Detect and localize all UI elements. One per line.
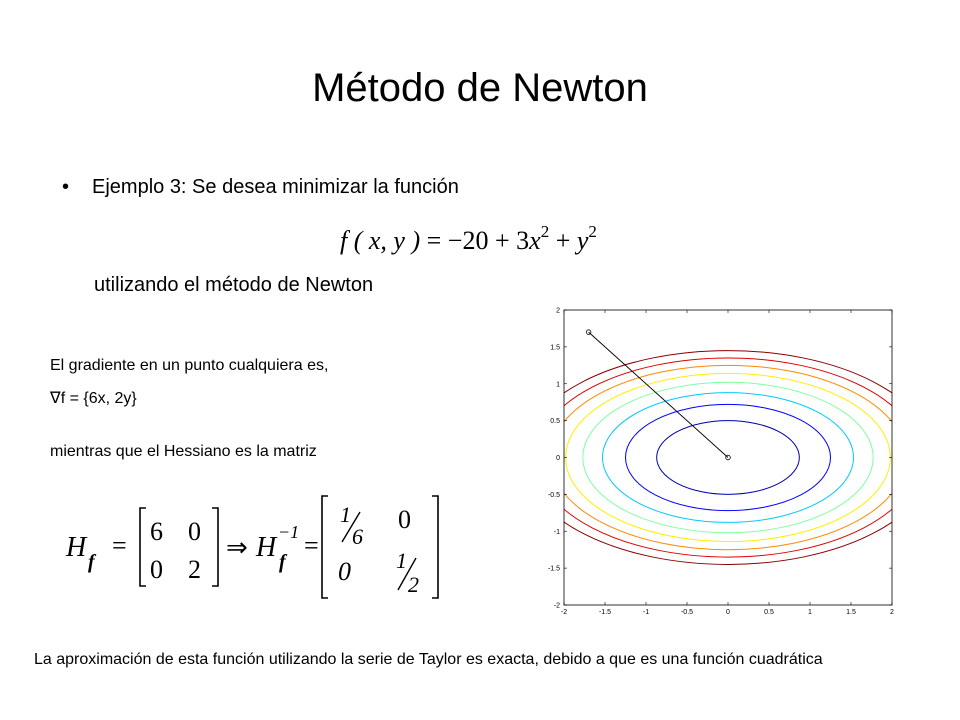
contour-plot: -2 -1.5 -1 -0.5 0 0.5 1 1.5 2 2 1.5 1 0.5 0 -0.5 -1 -1.5… bbox=[548, 308, 894, 616]
eq-lhs: f ( x, y ) bbox=[340, 226, 421, 255]
bracket-right-2 bbox=[432, 495, 439, 599]
gradient-line-1: El gradiente en un punto cualquiera es, bbox=[50, 357, 329, 374]
x-tick-label: 0.5 bbox=[764, 609, 774, 615]
y-tick-label: -2 bbox=[554, 603, 560, 610]
eq-constant: −20 bbox=[447, 226, 489, 255]
contour-level-1 bbox=[656, 420, 800, 495]
matrix-implies: ⇒ bbox=[226, 533, 248, 562]
eq-coef-x: 3 bbox=[516, 226, 530, 255]
matrix-inv-sub-f: f bbox=[279, 551, 288, 573]
newton-path-group bbox=[585, 329, 731, 461]
eq-exp-x: 2 bbox=[540, 222, 550, 241]
slide-title: Método de Newton bbox=[312, 66, 648, 110]
contour-level-8 bbox=[564, 350, 892, 565]
matrix-i11-num: 1 bbox=[340, 502, 351, 527]
y-tick-label: 0 bbox=[556, 455, 560, 462]
hessian-matrix-equation: H f = 6 0 0 2 ⇒ H −1 f = 1 6 0 0 1 2 bbox=[65, 495, 439, 599]
bracket-right-1 bbox=[212, 507, 219, 587]
matrix-i21: 0 bbox=[338, 557, 351, 586]
x-tick-label: 0 bbox=[726, 609, 730, 615]
eq-plus-1: + bbox=[494, 226, 510, 255]
newton-iterate-point-1 bbox=[725, 454, 731, 461]
footer-note: La aproximación de esta función utilizan… bbox=[34, 651, 823, 668]
matrix-H: H bbox=[65, 532, 88, 563]
matrix-i22-num: 1 bbox=[396, 548, 407, 573]
matrix-eq-1: = bbox=[112, 531, 127, 560]
matrix-H-inv: H bbox=[255, 532, 278, 563]
contour-level-4 bbox=[582, 381, 874, 534]
method-line: utilizando el método de Newton bbox=[94, 274, 374, 296]
bullet-item: • Ejemplo 3: Se desea minimizar la funció… bbox=[62, 176, 459, 199]
x-tick-label: 1 bbox=[808, 609, 812, 615]
gradient-line-2: ∇f = {6x, 2y} bbox=[50, 390, 137, 407]
tick-group: -2 -1.5 -1 -0.5 0 0.5 1 1.5 2 2 1.5 1 0.5 0 -0.5 -1 -1.5… bbox=[548, 308, 894, 616]
eq-var-x: x bbox=[529, 226, 541, 255]
matrix-a22: 2 bbox=[188, 555, 201, 584]
matrix-eq-2: = bbox=[304, 531, 319, 560]
function-equation: f ( x, y ) = −20 + 3x2 + y2 bbox=[340, 222, 597, 256]
contour-group bbox=[564, 350, 892, 565]
fraction-slash-2 bbox=[397, 557, 417, 591]
y-tick-label: 1.5 bbox=[550, 344, 560, 351]
bullet-text: Ejemplo 3: Se desea minimizar la función bbox=[92, 176, 459, 198]
hessian-line: mientras que el Hessiano es la matriz bbox=[50, 443, 317, 460]
y-tick-label: 2 bbox=[556, 308, 560, 315]
matrix-i12: 0 bbox=[398, 505, 411, 534]
eq-exp-y: 2 bbox=[588, 222, 597, 241]
newton-iterate-point-0 bbox=[585, 329, 592, 335]
matrix-a12: 0 bbox=[188, 517, 201, 546]
matrix-i11-den: 6 bbox=[352, 524, 363, 549]
bracket-left-2 bbox=[321, 495, 328, 599]
x-tick-label: -1.5 bbox=[599, 609, 611, 615]
eq-plus-2: + bbox=[555, 226, 571, 255]
x-tick-label: -2 bbox=[561, 609, 567, 615]
contour-level-7 bbox=[564, 357, 892, 558]
matrix-a21: 0 bbox=[150, 555, 163, 584]
eq-equals: = bbox=[426, 226, 442, 255]
matrix-i22-den: 2 bbox=[408, 572, 419, 597]
y-tick-label: -0.5 bbox=[548, 492, 560, 499]
x-tick-label: -0.5 bbox=[681, 609, 693, 615]
eq-var-y: y bbox=[576, 226, 589, 255]
matrix-inv-exp: −1 bbox=[278, 522, 299, 542]
contour-level-2 bbox=[625, 403, 831, 512]
fraction-slash-1 bbox=[341, 511, 361, 543]
y-tick-label: -1 bbox=[554, 529, 560, 536]
bullet-dot: • bbox=[62, 176, 70, 198]
matrix-a11: 6 bbox=[150, 517, 163, 546]
contour-level-3 bbox=[602, 392, 854, 523]
y-tick-label: 0.5 bbox=[550, 418, 560, 425]
y-tick-label: -1.5 bbox=[548, 566, 560, 573]
x-tick-label: 1.5 bbox=[846, 609, 856, 615]
x-tick-label: -1 bbox=[643, 609, 649, 615]
contour-level-6 bbox=[564, 364, 892, 551]
matrix-sub-f: f bbox=[88, 551, 97, 573]
bracket-left-1 bbox=[139, 507, 146, 587]
newton-step-segment bbox=[588, 331, 729, 458]
y-tick-label: 1 bbox=[556, 381, 560, 388]
x-tick-label: 2 bbox=[890, 609, 894, 615]
